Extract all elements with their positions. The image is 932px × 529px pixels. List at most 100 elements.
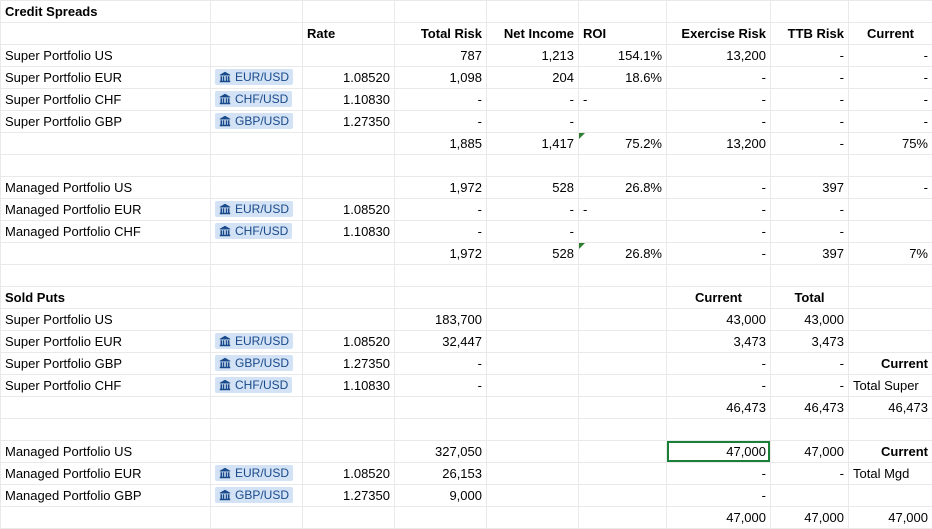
subtotal-cell[interactable]: 47,000	[849, 507, 932, 529]
col-current-2[interactable]: Current	[667, 287, 771, 309]
cell[interactable]: 787	[395, 45, 487, 67]
cell[interactable]: -	[771, 375, 849, 397]
active-cell[interactable]: 47,000	[667, 441, 771, 463]
cell[interactable]: 1.10830	[303, 221, 395, 243]
cell[interactable]: -	[667, 89, 771, 111]
currency-chip[interactable]: GBP/USD	[211, 353, 303, 375]
subtotal-cell[interactable]: 1,417	[487, 133, 579, 155]
cell[interactable]: 1.27350	[303, 353, 395, 375]
subtotal-cell[interactable]: -	[667, 243, 771, 265]
cell[interactable]: 1.08520	[303, 463, 395, 485]
cell[interactable]: 43,000	[771, 309, 849, 331]
cell[interactable]: -	[395, 221, 487, 243]
row-label[interactable]: Super Portfolio US	[1, 45, 211, 67]
currency-chip[interactable]: CHF/USD	[211, 375, 303, 397]
subtotal-cell[interactable]: 26.8%	[579, 243, 667, 265]
cell[interactable]: -	[849, 67, 932, 89]
cell[interactable]	[771, 485, 849, 507]
cell[interactable]: -	[395, 89, 487, 111]
cell[interactable]: -	[667, 111, 771, 133]
cell[interactable]: 397	[771, 177, 849, 199]
cell[interactable]: 26,153	[395, 463, 487, 485]
cell[interactable]: 528	[487, 177, 579, 199]
row-label[interactable]: Managed Portfolio GBP	[1, 485, 211, 507]
currency-chip[interactable]: EUR/USD	[211, 463, 303, 485]
cell[interactable]: -	[771, 89, 849, 111]
cell[interactable]: -	[395, 111, 487, 133]
row-label[interactable]: Managed Portfolio CHF	[1, 221, 211, 243]
cell[interactable]: 1.10830	[303, 89, 395, 111]
cell[interactable]: -	[667, 177, 771, 199]
cell[interactable]: -	[579, 199, 667, 221]
cell[interactable]: 1.08520	[303, 199, 395, 221]
subtotal-cell[interactable]: 528	[487, 243, 579, 265]
cell[interactable]: 327,050	[395, 441, 487, 463]
row-label[interactable]: Super Portfolio CHF	[1, 375, 211, 397]
cell[interactable]: 1.27350	[303, 111, 395, 133]
cell[interactable]: -	[667, 485, 771, 507]
cell[interactable]: -	[667, 199, 771, 221]
col-exercise-risk[interactable]: Exercise Risk	[667, 23, 771, 45]
cell[interactable]: -	[395, 353, 487, 375]
row-label[interactable]: Super Portfolio US	[1, 309, 211, 331]
row-label[interactable]: Super Portfolio GBP	[1, 111, 211, 133]
subtotal-cell[interactable]: 75.2%	[579, 133, 667, 155]
subtotal-cell[interactable]: 47,000	[771, 507, 849, 529]
section-header-credit-spreads[interactable]: Credit Spreads	[1, 1, 211, 23]
cell[interactable]: 18.6%	[579, 67, 667, 89]
cell[interactable]: -	[667, 463, 771, 485]
currency-chip[interactable]: CHF/USD	[211, 221, 303, 243]
row-label[interactable]: Managed Portfolio EUR	[1, 463, 211, 485]
row-label[interactable]: Managed Portfolio EUR	[1, 199, 211, 221]
cell[interactable]: 1.27350	[303, 485, 395, 507]
subtotal-cell[interactable]: -	[771, 133, 849, 155]
cell[interactable]: 154.1%	[579, 45, 667, 67]
cell[interactable]: -	[395, 375, 487, 397]
cell[interactable]: -	[849, 111, 932, 133]
cell[interactable]: -	[771, 199, 849, 221]
cell[interactable]: 32,447	[395, 331, 487, 353]
cell[interactable]: -	[487, 111, 579, 133]
side-label[interactable]: Total Super	[849, 375, 932, 397]
row-label[interactable]: Managed Portfolio US	[1, 441, 211, 463]
subtotal-cell[interactable]: 13,200	[667, 133, 771, 155]
currency-chip[interactable]: CHF/USD	[211, 89, 303, 111]
side-label[interactable]: Total Mgd	[849, 463, 932, 485]
cell[interactable]: -	[771, 463, 849, 485]
currency-chip[interactable]: EUR/USD	[211, 199, 303, 221]
subtotal-cell[interactable]: 46,473	[771, 397, 849, 419]
cell[interactable]: -	[579, 89, 667, 111]
row-label[interactable]: Super Portfolio CHF	[1, 89, 211, 111]
section-header-sold-puts[interactable]: Sold Puts	[1, 287, 211, 309]
cell[interactable]: 43,000	[667, 309, 771, 331]
cell[interactable]	[579, 221, 667, 243]
subtotal-cell[interactable]: 75%	[849, 133, 932, 155]
cell[interactable]: -	[667, 375, 771, 397]
side-label[interactable]: Current	[849, 441, 932, 463]
row-label[interactable]: Super Portfolio EUR	[1, 331, 211, 353]
cell[interactable]: -	[487, 199, 579, 221]
cell[interactable]: -	[667, 353, 771, 375]
subtotal-cell[interactable]: 46,473	[849, 397, 932, 419]
cell[interactable]: 1,213	[487, 45, 579, 67]
cell[interactable]: -	[771, 111, 849, 133]
cell[interactable]: -	[771, 67, 849, 89]
subtotal-cell[interactable]: 1,972	[395, 243, 487, 265]
cell[interactable]: 1.10830	[303, 375, 395, 397]
col-total-2[interactable]: Total	[771, 287, 849, 309]
grid[interactable]: Credit Spreads Rate Total Risk Net Incom…	[0, 0, 932, 529]
cell[interactable]: 183,700	[395, 309, 487, 331]
col-rate[interactable]: Rate	[303, 23, 395, 45]
cell[interactable]: 204	[487, 67, 579, 89]
row-label[interactable]: Super Portfolio EUR	[1, 67, 211, 89]
cell[interactable]: 1,098	[395, 67, 487, 89]
cell[interactable]: 1.08520	[303, 331, 395, 353]
cell[interactable]: -	[849, 45, 932, 67]
cell[interactable]: 1.08520	[303, 67, 395, 89]
cell[interactable]: -	[667, 67, 771, 89]
cell[interactable]: -	[395, 199, 487, 221]
cell[interactable]: -	[771, 45, 849, 67]
col-net-income[interactable]: Net Income	[487, 23, 579, 45]
subtotal-cell[interactable]: 7%	[849, 243, 932, 265]
subtotal-cell[interactable]: 397	[771, 243, 849, 265]
